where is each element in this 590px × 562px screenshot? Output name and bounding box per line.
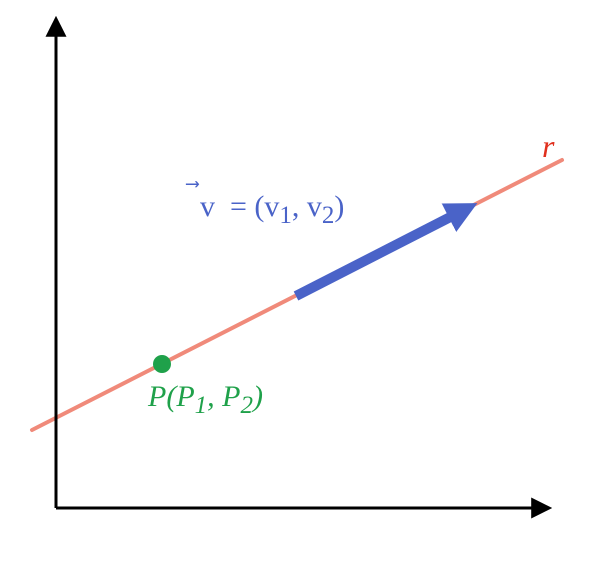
diagram-canvas: r v⃗ = (v1, v2) P(P1, P2) (0, 0, 590, 562)
p-sub1: 1 (195, 392, 208, 419)
v-sub1: 1 (279, 202, 292, 229)
point-p-label: P(P1, P2) (148, 380, 263, 420)
p-name: P (148, 380, 166, 413)
v-suffix: ) (334, 190, 344, 223)
point-p (153, 355, 171, 373)
v-mid: , v (292, 190, 322, 223)
svg-layer (0, 0, 590, 562)
v-sub2: 2 (322, 202, 335, 229)
p-sub2: 2 (240, 392, 253, 419)
vector-v-label: v⃗ = (v1, v2) (200, 190, 344, 230)
line-r-label: r (542, 128, 554, 165)
line-r-label-text: r (542, 128, 554, 164)
